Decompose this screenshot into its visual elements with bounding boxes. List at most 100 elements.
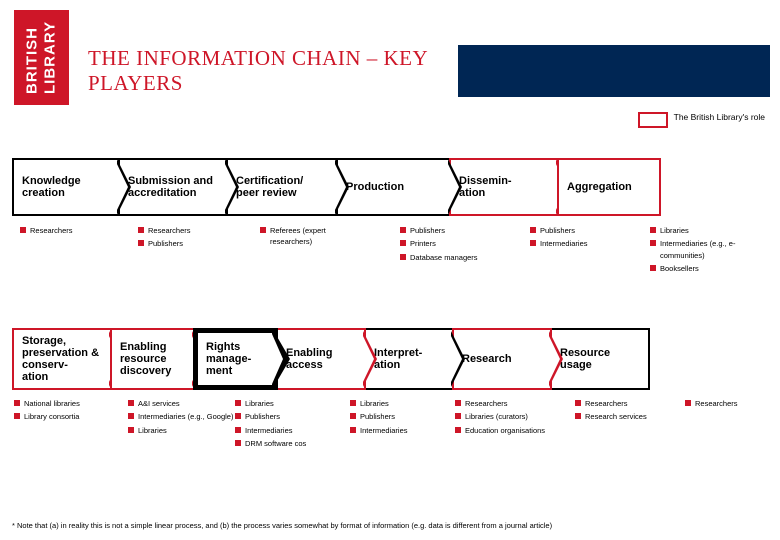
bullet-text: Booksellers (660, 263, 699, 274)
stage-label: Production (346, 181, 404, 193)
stage-label: Enabling resource discovery (120, 341, 185, 377)
bullet-square-icon (400, 254, 406, 260)
bullet-text: Intermediaries (245, 425, 293, 436)
bullet-text: Library consortia (24, 411, 79, 422)
bullet-text: Publishers (410, 225, 445, 236)
bullet-item: A&I services (128, 398, 238, 409)
bullet-item: Researchers (138, 225, 248, 236)
bullet-square-icon (235, 427, 241, 433)
bullet-item: Library consortia (14, 411, 124, 422)
bullet-item: Intermediaries (e.g., Google) (128, 411, 238, 422)
bullet-item: Database managers (400, 252, 510, 263)
chevron-right-icon (272, 328, 290, 390)
bullet-text: Libraries (660, 225, 689, 236)
bullet-text: Publishers (148, 238, 183, 249)
bullet-item: Researchers (685, 398, 780, 409)
chevron-right-icon (549, 331, 563, 387)
bullet-item: Researchers (20, 225, 130, 236)
bullet-square-icon (530, 240, 536, 246)
bullet-text: Researchers (465, 398, 508, 409)
stage-label: Aggregation (567, 181, 632, 193)
bullet-square-icon (575, 413, 581, 419)
chevron-right-icon (117, 159, 131, 215)
bullet-column: Researchers Libraries (curators) Education… (455, 398, 565, 438)
bullet-item: Libraries (curators) (455, 411, 565, 422)
bullet-item: Libraries (350, 398, 460, 409)
stage-label: Enabling access (286, 347, 356, 371)
bullet-column: Researchers Publishers (138, 225, 248, 252)
chain-stage: Research (452, 328, 552, 390)
bullet-square-icon (455, 400, 461, 406)
chevron-right-icon (448, 159, 462, 215)
chain-stage: Submission and accreditation (118, 158, 228, 216)
stage-label: Dissemin- ation (459, 175, 512, 199)
bullet-text: Database managers (410, 252, 478, 263)
bullet-text: National libraries (24, 398, 80, 409)
bullet-text: Intermediaries (540, 238, 588, 249)
bullet-item: Intermediaries (e.g., e-communities) (650, 238, 760, 261)
bullet-square-icon (530, 227, 536, 233)
chain-stage: Resource usage (550, 328, 650, 390)
bullet-column: National libraries Library consortia (14, 398, 124, 425)
bullet-text: Education organisations (465, 425, 545, 436)
chain-stage: Enabling resource discovery (110, 328, 195, 390)
bullet-item: Publishers (138, 238, 248, 249)
bullet-square-icon (260, 227, 266, 233)
chain-row-2: Storage, preservation & conserv- ationEn… (12, 328, 770, 390)
stage-label: Certification/ peer review (236, 175, 303, 199)
chain-stage: Knowledge creation (12, 158, 120, 216)
bullet-square-icon (685, 400, 691, 406)
bullet-square-icon (455, 427, 461, 433)
bullet-square-icon (575, 400, 581, 406)
bullet-text: Libraries (245, 398, 274, 409)
bullet-item: Researchers (455, 398, 565, 409)
chain-stage: Rights manage- ment (193, 328, 278, 390)
chain-stage: Certification/ peer review (226, 158, 338, 216)
bullet-column: Researchers (20, 225, 130, 238)
bl-logo: BRITISH LIBRARY (14, 10, 69, 105)
bullet-text: Researchers (148, 225, 191, 236)
bullet-column: Publishers Printers Database managers (400, 225, 510, 265)
stage-label: Interpret- ation (374, 347, 422, 371)
bullet-item: Referees (expert researchers) (260, 225, 370, 248)
bullet-item: Intermediaries (235, 425, 345, 436)
bullet-item: Research services (575, 411, 685, 422)
bullet-item: Intermediaries (530, 238, 640, 249)
bullet-item: Printers (400, 238, 510, 249)
bullet-item: Libraries (650, 225, 760, 236)
bullet-square-icon (350, 400, 356, 406)
bullet-column: Publishers Intermediaries (530, 225, 640, 252)
bullet-square-icon (14, 400, 20, 406)
bullet-square-icon (128, 400, 134, 406)
bullet-item: Libraries (235, 398, 345, 409)
bullet-text: Printers (410, 238, 436, 249)
bullet-text: Publishers (540, 225, 575, 236)
stage-label: Rights manage- ment (206, 341, 265, 377)
bullet-square-icon (235, 440, 241, 446)
bullet-square-icon (400, 240, 406, 246)
bullet-text: Intermediaries (e.g., e-communities) (660, 238, 760, 261)
chain-stage: Storage, preservation & conserv- ation (12, 328, 112, 390)
bullet-square-icon (650, 240, 656, 246)
stage-label: Submission and accreditation (128, 175, 218, 199)
bullet-text: Libraries (360, 398, 389, 409)
bullet-square-icon (138, 240, 144, 246)
legend-bl-role: The British Library's role (638, 112, 765, 128)
legend-swatch (638, 112, 668, 128)
stage-label: Resource usage (560, 347, 640, 371)
bullet-square-icon (20, 227, 26, 233)
bullet-text: Researchers (695, 398, 738, 409)
bullet-square-icon (400, 227, 406, 233)
chevron-right-icon (363, 331, 377, 387)
bullet-item: Publishers (235, 411, 345, 422)
bullet-square-icon (650, 265, 656, 271)
bullet-square-icon (455, 413, 461, 419)
bullet-item: Intermediaries (350, 425, 460, 436)
bullet-text: Researchers (30, 225, 73, 236)
bullet-item: Publishers (530, 225, 640, 236)
bullet-column: LibrariesPublishersIntermediariesDRM sof… (235, 398, 345, 451)
bullet-item: National libraries (14, 398, 124, 409)
chain-stage: Interpret- ation (364, 328, 454, 390)
chain-stage: Production (336, 158, 451, 216)
bullet-item: Publishers (400, 225, 510, 236)
